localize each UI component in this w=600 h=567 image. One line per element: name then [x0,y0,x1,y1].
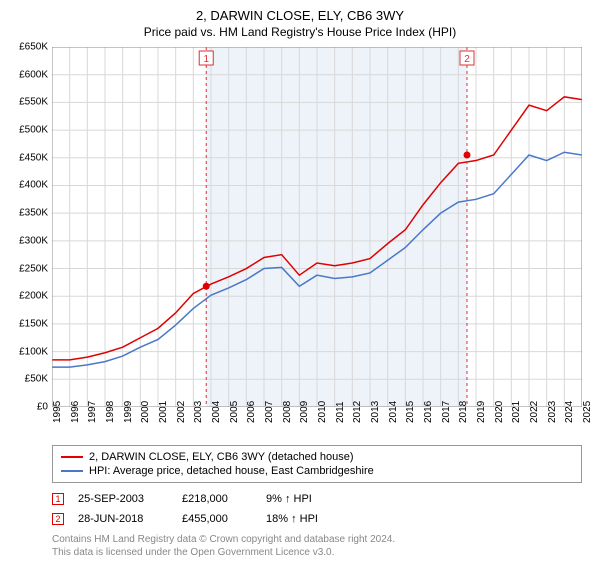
x-tick-label: 2016 [423,401,434,423]
x-tick-label: 1997 [87,401,98,423]
legend-swatch [61,470,83,472]
x-tick-label: 2002 [176,401,187,423]
x-tick-label: 2018 [458,401,469,423]
chart-title: 2, DARWIN CLOSE, ELY, CB6 3WY [10,8,590,23]
x-tick-label: 1999 [123,401,134,423]
x-tick-label: 2012 [352,401,363,423]
svg-text:1: 1 [203,54,209,65]
attribution: Contains HM Land Registry data © Crown c… [52,533,582,559]
legend-box: 2, DARWIN CLOSE, ELY, CB6 3WY (detached … [52,445,582,483]
y-tick-label: £400K [19,180,48,191]
x-tick-label: 2005 [229,401,240,423]
x-tick-label: 2003 [193,401,204,423]
sale-price: £218,000 [182,493,252,505]
x-tick-label: 1995 [52,401,63,423]
chart-subtitle: Price paid vs. HM Land Registry's House … [10,25,590,39]
chart-container: 2, DARWIN CLOSE, ELY, CB6 3WY Price paid… [0,0,600,567]
svg-text:2: 2 [464,54,470,65]
legend-label: HPI: Average price, detached house, East… [89,465,374,477]
x-tick-label: 2000 [140,401,151,423]
x-tick-label: 2023 [547,401,558,423]
sale-row: 2 28-JUN-2018 £455,000 18% ↑ HPI [52,509,582,529]
x-tick-label: 2010 [317,401,328,423]
y-tick-label: £0 [37,402,48,413]
x-tick-label: 2013 [370,401,381,423]
sale-date: 28-JUN-2018 [78,513,168,525]
y-tick-label: £200K [19,291,48,302]
y-tick-label: £600K [19,69,48,80]
x-axis-ticks: 1995199619971998199920002001200220032004… [52,409,582,439]
x-tick-label: 2015 [405,401,416,423]
x-tick-label: 2009 [299,401,310,423]
sale-row: 1 25-SEP-2003 £218,000 9% ↑ HPI [52,489,582,509]
attribution-line2: This data is licensed under the Open Gov… [52,546,582,559]
x-tick-label: 2021 [511,401,522,423]
attribution-line1: Contains HM Land Registry data © Crown c… [52,533,582,546]
y-tick-label: £150K [19,318,48,329]
x-tick-label: 2014 [388,401,399,423]
sale-pct: 18% ↑ HPI [266,513,356,525]
x-tick-label: 2001 [158,401,169,423]
x-tick-label: 2017 [441,401,452,423]
x-tick-label: 2006 [246,401,257,423]
x-tick-label: 2004 [211,401,222,423]
sale-marker-box: 2 [52,513,64,525]
x-tick-label: 2011 [335,401,346,423]
sale-pct: 9% ↑ HPI [266,493,356,505]
y-tick-label: £550K [19,97,48,108]
chart-svg: 12 [52,47,582,407]
y-tick-label: £100K [19,346,48,357]
legend-row: HPI: Average price, detached house, East… [61,464,573,478]
y-axis-ticks: £0£50K£100K£150K£200K£250K£300K£350K£400… [10,47,50,407]
y-tick-label: £500K [19,125,48,136]
x-tick-label: 2019 [476,401,487,423]
x-tick-label: 2022 [529,401,540,423]
y-tick-label: £450K [19,152,48,163]
sale-marker-box: 1 [52,493,64,505]
x-tick-label: 2008 [282,401,293,423]
legend-swatch [61,456,83,458]
y-tick-label: £50K [25,374,48,385]
chart-plot-area: £0£50K£100K£150K£200K£250K£300K£350K£400… [52,47,582,407]
x-tick-label: 1998 [105,401,116,423]
y-tick-label: £650K [19,42,48,53]
legend-label: 2, DARWIN CLOSE, ELY, CB6 3WY (detached … [89,451,354,463]
y-tick-label: £350K [19,208,48,219]
sale-rows: 1 25-SEP-2003 £218,000 9% ↑ HPI 2 28-JUN-2018… [52,489,582,529]
sale-price: £455,000 [182,513,252,525]
sale-date: 25-SEP-2003 [78,493,168,505]
legend-row: 2, DARWIN CLOSE, ELY, CB6 3WY (detached … [61,450,573,464]
x-tick-label: 2024 [564,401,575,423]
x-tick-label: 2007 [264,401,275,423]
x-tick-label: 2025 [582,401,593,423]
y-tick-label: £250K [19,263,48,274]
x-tick-label: 2020 [494,401,505,423]
y-tick-label: £300K [19,235,48,246]
x-tick-label: 1996 [70,401,81,423]
